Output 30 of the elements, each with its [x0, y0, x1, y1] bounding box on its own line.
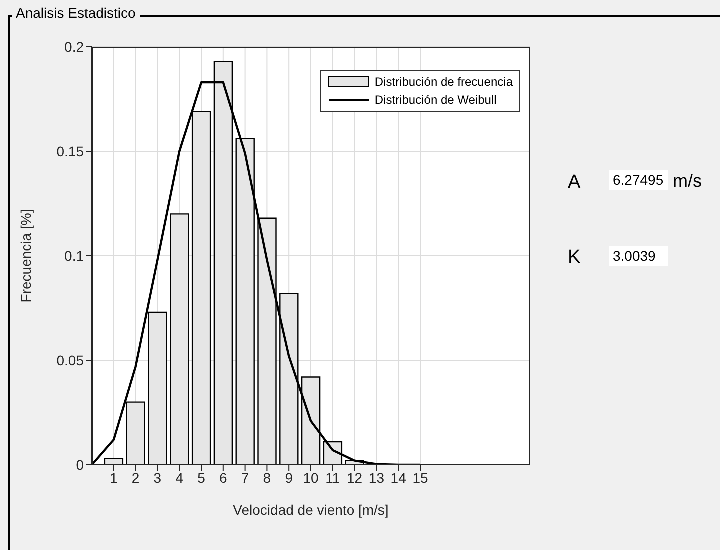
x-tick-label: 1	[110, 470, 118, 486]
x-tick-label: 10	[303, 470, 319, 486]
legend-label: Distribución de Weibull	[374, 92, 497, 109]
y-tick-label: 0.2	[64, 38, 84, 55]
text: 3.0039	[609, 246, 668, 266]
y-tick-label: 0	[76, 456, 84, 473]
x-tick-label: 13	[368, 470, 385, 486]
x-tick-label: 6	[220, 470, 228, 486]
text: A	[568, 172, 581, 194]
y-tick-label: 0.1	[64, 248, 84, 264]
x-tick-label: 12	[347, 470, 363, 486]
x-axis-title: Velocidad de viento [m/s]	[233, 502, 389, 518]
y-tick-label: 0.05	[56, 352, 84, 368]
text: m/s	[673, 171, 702, 192]
text: 6.27495	[609, 170, 668, 190]
legend-label: Distribución de frecuencia	[374, 74, 513, 91]
x-tick-label: 2	[132, 470, 140, 486]
x-tick-label: 5	[198, 470, 206, 486]
y-tick-label: 0.15	[56, 143, 84, 160]
x-tick-label: 4	[176, 470, 184, 486]
text: K	[568, 247, 581, 269]
chart-title: Analisis Estadistico	[12, 5, 140, 21]
x-tick-label: 14	[390, 470, 407, 486]
x-tick-label: 9	[285, 470, 294, 486]
x-tick-label: 7	[241, 470, 250, 486]
x-tick-label: 8	[263, 470, 272, 486]
y-axis-title: Frecuencia [%]	[18, 209, 34, 303]
x-tick-label: 15	[412, 470, 428, 486]
x-tick-label: 11	[326, 470, 340, 486]
x-tick-label: 3	[154, 470, 162, 486]
